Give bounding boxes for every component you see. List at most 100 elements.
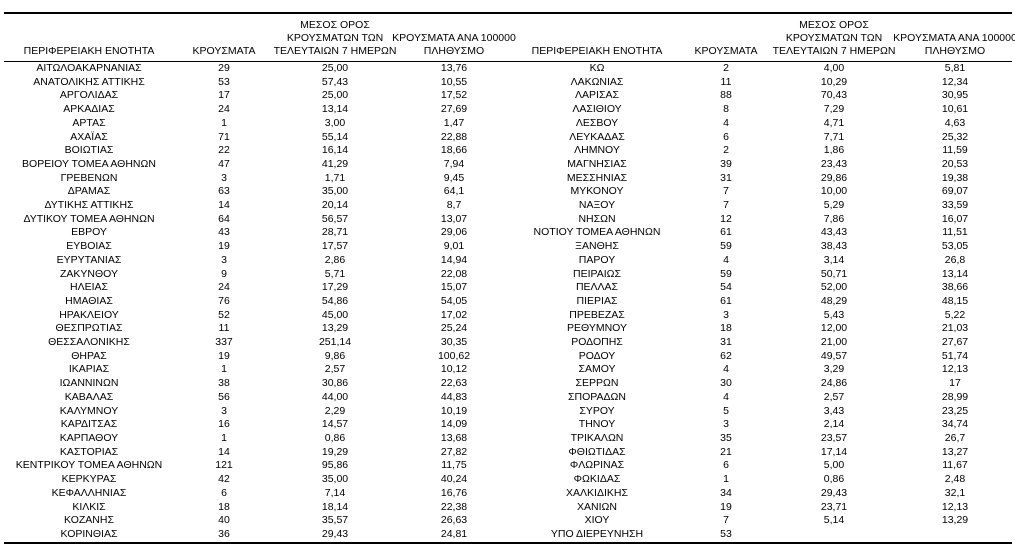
avg7-value: 95,86 xyxy=(321,459,349,472)
cases-value: 1 xyxy=(221,431,227,444)
cases-value: 7 xyxy=(723,199,729,212)
region-name: ΧΙΟΥ xyxy=(584,514,610,527)
avg7-value: 9,86 xyxy=(324,349,346,362)
table-row: ΘΗΡΑΣ 19 9,86 100,62 ΡΟΔΟΥ 62 49,57 51,74 xyxy=(4,350,1012,364)
region-name: ΠΕΙΡΑΙΩΣ xyxy=(573,267,621,280)
per100k-value: 100,62 xyxy=(437,349,471,362)
avg7-value: 57,43 xyxy=(321,75,349,88)
header-per100k-left-label: ΚΡΟΥΣΜΑΤΑ ΑΝΑ 100000 ΠΛΗΘΥΣΜΟ xyxy=(392,32,516,57)
header-cases-left: ΚΡΟΥΣΜΑΤΑ xyxy=(174,13,274,62)
region-name: ΞΑΝΘΗΣ xyxy=(575,240,619,253)
cases-value: 6 xyxy=(723,130,729,143)
cases-value: 21 xyxy=(720,445,732,458)
avg7-value: 7,14 xyxy=(324,486,346,499)
cases-value: 18 xyxy=(218,500,230,513)
table-row: ΚΕΡΚΥΡΑΣ 42 35,00 40,24 ΦΩΚΙΔΑΣ 1 0,86 2,48 xyxy=(4,473,1012,487)
per100k-value: 10,55 xyxy=(440,75,468,88)
region-name: ΤΡΙΚΑΛΩΝ xyxy=(570,431,624,444)
per100k-value: 29,06 xyxy=(440,226,468,239)
cases-value: 88 xyxy=(720,89,732,102)
per100k-value: 11,51 xyxy=(942,226,968,239)
cases-value: 47 xyxy=(218,157,230,170)
region-name: ΘΕΣΣΑΛΟΝΙΚΗΣ xyxy=(48,336,130,349)
per100k-value: 22,08 xyxy=(440,267,468,280)
per100k-value: 15,07 xyxy=(440,281,468,294)
cases-value: 34 xyxy=(720,486,732,499)
per100k-value: 28,99 xyxy=(941,390,969,403)
cases-value: 3 xyxy=(221,171,227,184)
per100k-value: 8,7 xyxy=(446,199,462,212)
region-name: ΛΑΣΙΘΙΟΥ xyxy=(572,103,622,116)
per100k-value: 1,47 xyxy=(443,116,465,129)
avg7-value: 48,29 xyxy=(820,294,848,307)
cases-value: 11 xyxy=(218,322,230,335)
avg7-value: 5,00 xyxy=(823,459,845,472)
region-name: ΥΠΟ ΔΙΕΡΕΥΝΗΣΗ xyxy=(512,527,682,544)
cases-value: 4 xyxy=(723,363,729,376)
cases-value: 40 xyxy=(218,514,230,527)
region-name: ΣΕΡΡΩΝ xyxy=(575,377,619,390)
avg7-value: 52,00 xyxy=(820,281,848,294)
cases-value: 31 xyxy=(720,171,732,184)
avg7-value: 17,14 xyxy=(820,445,848,458)
header-region-left-label: ΠΕΡΙΦΕΡΕΙΑΚΗ ΕΝΟΤΗΤΑ xyxy=(23,45,155,57)
avg7-value: 4,71 xyxy=(823,116,845,129)
cases-value: 3 xyxy=(221,404,227,417)
cases-value: 19 xyxy=(720,500,732,513)
cases-value: 1 xyxy=(221,116,227,129)
region-name: ΜΑΓΝΗΣΙΑΣ xyxy=(567,157,627,170)
avg7-value: 45,00 xyxy=(321,308,349,321)
avg7-value: 25,00 xyxy=(321,89,349,102)
region-name: ΚΟΖΑΝΗΣ xyxy=(64,514,114,527)
region-name: ΣΠΟΡΑΔΩΝ xyxy=(568,390,626,403)
avg7-value xyxy=(770,527,898,544)
region-name: ΚΙΛΚΙΣ xyxy=(72,500,106,513)
region-name: ΜΥΚΟΝΟΥ xyxy=(570,185,624,198)
avg7-value: 16,14 xyxy=(321,144,349,157)
avg7-value: 21,00 xyxy=(820,336,848,349)
header-cases-right: ΚΡΟΥΣΜΑΤΑ xyxy=(682,13,770,62)
region-name: ΑΙΤΩΛΟΑΚΑΡΝΑΝΙΑΣ xyxy=(36,62,142,74)
avg7-value: 5,43 xyxy=(823,308,845,321)
region-name: ΘΕΣΠΡΩΤΙΑΣ xyxy=(55,322,123,335)
per100k-value: 14,09 xyxy=(440,418,468,431)
region-name: ΓΡΕΒΕΝΩΝ xyxy=(60,171,118,184)
table-row: ΑΝΑΤΟΛΙΚΗΣ ΑΤΤΙΚΗΣ 53 57,43 10,55 ΛΑΚΩΝΙΑΣ 11… xyxy=(4,76,1012,90)
cases-value: 8 xyxy=(723,103,729,116)
table-body: ΑΙΤΩΛΟΑΚΑΡΝΑΝΙΑΣ 29 25,00 13,76 ΚΩ 2 4,00 5,81 Α… xyxy=(4,62,1012,544)
table-row: ΒΟΙΩΤΙΑΣ 22 16,14 18,66 ΛΗΜΝΟΥ 2 1,86 11,59 xyxy=(4,144,1012,158)
per100k-value: 48,15 xyxy=(941,294,969,307)
region-name: ΚΑΒΑΛΑΣ xyxy=(64,390,114,403)
avg7-value: 2,29 xyxy=(324,404,346,417)
cases-value: 71 xyxy=(218,130,230,143)
header-avg7-right: ΜΕΣΟΣ ΟΡΟΣ ΚΡΟΥΣΜΑΤΩΝ ΤΩΝ ΤΕΛΕΥΤΑΙΩΝ 7 Η… xyxy=(770,13,898,62)
per100k-value: 24,81 xyxy=(396,527,512,544)
region-name: ΠΙΕΡΙΑΣ xyxy=(576,294,618,307)
per100k-value: 5,22 xyxy=(944,308,966,321)
region-name: ΑΡΚΑΔΙΑΣ xyxy=(63,103,115,116)
cases-value: 337 xyxy=(215,336,233,349)
avg7-value: 70,43 xyxy=(820,89,848,102)
cases-value: 16 xyxy=(218,418,230,431)
per100k-value: 21,03 xyxy=(941,322,969,335)
region-name: ΕΥΒΟΙΑΣ xyxy=(66,240,112,253)
cases-value: 12 xyxy=(720,212,732,225)
cases-value: 53 xyxy=(682,527,770,544)
per100k-value: 13,07 xyxy=(440,212,468,225)
header-region-left: ΠΕΡΙΦΕΡΕΙΑΚΗ ΕΝΟΤΗΤΑ xyxy=(4,13,174,62)
region-name: ΤΗΝΟΥ xyxy=(578,418,616,431)
per100k-value: 16,76 xyxy=(440,486,468,499)
cases-value: 7 xyxy=(723,185,729,198)
per100k-value: 4,63 xyxy=(944,116,966,129)
per100k-value: 32,1 xyxy=(944,486,966,499)
per100k-value: 5,81 xyxy=(944,62,966,74)
per100k-value: 14,94 xyxy=(440,253,468,266)
header-per100k-right-label: ΚΡΟΥΣΜΑΤΑ ΑΝΑ 100000 ΠΛΗΘΥΣΜΟ xyxy=(893,32,1015,57)
region-name: ΚΕΝΤΡΙΚΟΥ ΤΟΜΕΑ ΑΘΗΝΩΝ xyxy=(15,459,163,472)
region-name: ΧΑΛΚΙΔΙΚΗΣ xyxy=(566,486,628,499)
cases-value: 19 xyxy=(218,349,230,362)
region-name: ΚΟΡΙΝΘΙΑΣ xyxy=(4,527,174,544)
avg7-value: 5,29 xyxy=(823,199,845,212)
table-row: ΓΡΕΒΕΝΩΝ 3 1,71 9,45 ΜΕΣΣΗΝΙΑΣ 31 29,86 19,38 xyxy=(4,172,1012,186)
cases-value: 2 xyxy=(723,144,729,157)
